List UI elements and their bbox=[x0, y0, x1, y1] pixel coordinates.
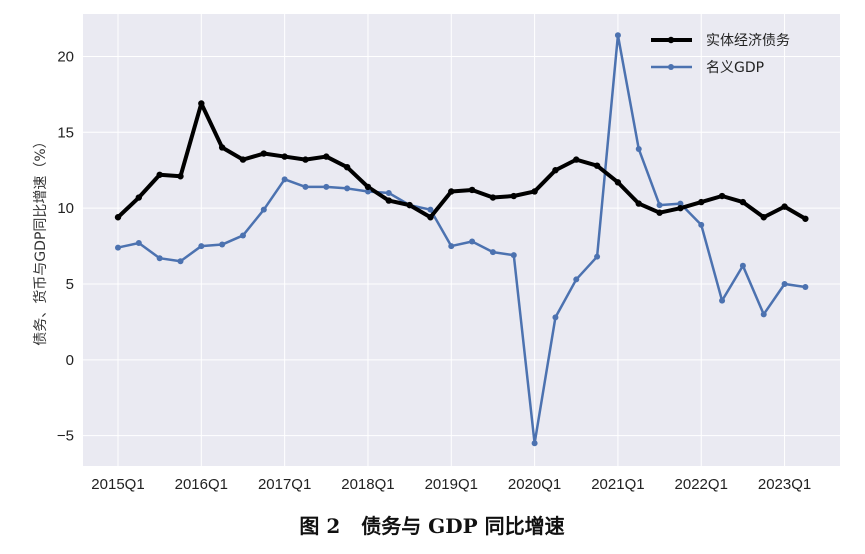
x-tick-label: 2020Q1 bbox=[508, 476, 561, 493]
data-point-debt bbox=[531, 188, 538, 195]
data-point-debt bbox=[489, 194, 497, 201]
data-point-debt bbox=[635, 200, 642, 207]
y-tick-label: 10 bbox=[57, 200, 74, 217]
data-point-debt bbox=[323, 153, 330, 160]
data-point-debt bbox=[156, 171, 163, 178]
data-point-debt bbox=[406, 201, 413, 209]
data-point-gdp bbox=[614, 32, 621, 39]
data-point-debt bbox=[198, 100, 205, 107]
data-point-gdp bbox=[573, 276, 580, 283]
data-point-gdp bbox=[364, 188, 371, 195]
data-point-debt bbox=[260, 150, 268, 157]
y-tick-label: 5 bbox=[66, 276, 74, 293]
x-tick-label: 2015Q1 bbox=[91, 476, 144, 493]
y-tick-label: 0 bbox=[66, 352, 74, 369]
legend-marker-debt bbox=[667, 36, 675, 44]
legend-marker-gdp bbox=[668, 64, 674, 70]
data-point-gdp bbox=[594, 253, 601, 260]
data-point-debt bbox=[593, 162, 601, 169]
series-points bbox=[114, 32, 809, 447]
y-axis: −5 0 5 10 15 20 bbox=[57, 48, 74, 444]
data-point-gdp bbox=[469, 238, 476, 245]
data-point-debt bbox=[468, 186, 476, 194]
data-point-debt bbox=[427, 214, 434, 221]
data-point-debt bbox=[448, 188, 455, 195]
x-tick-label: 2022Q1 bbox=[675, 476, 728, 493]
x-axis: 2015Q1 2016Q1 2017Q1 2018Q1 2019Q1 2020Q1 2021… bbox=[91, 476, 811, 493]
data-point-debt bbox=[364, 183, 372, 191]
data-point-gdp bbox=[323, 183, 330, 190]
legend-label-gdp: 名义GDP bbox=[706, 60, 764, 76]
data-point-gdp bbox=[677, 200, 684, 207]
data-point-gdp bbox=[781, 280, 788, 287]
data-point-debt bbox=[218, 144, 226, 151]
data-point-debt bbox=[781, 203, 788, 210]
data-point-debt bbox=[385, 197, 392, 204]
plot-area bbox=[83, 14, 840, 466]
data-point-gdp bbox=[177, 258, 184, 265]
data-point-gdp bbox=[531, 440, 538, 447]
data-point-debt bbox=[698, 198, 705, 206]
data-point-debt bbox=[718, 192, 726, 200]
y-axis-title: 债务、货币与GDP同比增速（%） bbox=[32, 134, 49, 345]
data-point-gdp bbox=[302, 183, 309, 190]
figure-caption: 图 2 债务与 GDP 同比增速 bbox=[299, 514, 564, 538]
data-point-gdp bbox=[135, 240, 142, 247]
data-point-debt bbox=[114, 214, 122, 221]
data-point-gdp bbox=[448, 243, 455, 250]
data-point-debt bbox=[760, 214, 767, 221]
x-tick-label: 2018Q1 bbox=[341, 476, 394, 493]
data-point-debt bbox=[281, 153, 288, 160]
y-tick-label: 20 bbox=[57, 48, 74, 65]
data-point-debt bbox=[739, 198, 747, 206]
x-tick-label: 2021Q1 bbox=[591, 476, 644, 493]
data-point-gdp bbox=[719, 297, 726, 304]
x-tick-label: 2023Q1 bbox=[758, 476, 811, 493]
data-point-gdp bbox=[489, 249, 496, 256]
y-tick-label: −5 bbox=[57, 428, 74, 445]
data-point-debt bbox=[614, 179, 622, 186]
y-tick-label: 15 bbox=[57, 124, 74, 141]
data-point-gdp bbox=[760, 311, 767, 318]
data-point-gdp bbox=[198, 243, 205, 250]
data-point-gdp bbox=[156, 255, 163, 262]
x-tick-label: 2016Q1 bbox=[175, 476, 228, 493]
data-point-debt bbox=[135, 194, 143, 201]
data-point-gdp bbox=[115, 244, 121, 251]
x-tick-label: 2019Q1 bbox=[425, 476, 478, 493]
data-point-debt bbox=[510, 192, 517, 200]
data-point-debt bbox=[177, 173, 184, 180]
data-point-debt bbox=[573, 156, 580, 163]
legend-label-debt: 实体经济债务 bbox=[706, 33, 790, 49]
data-point-debt bbox=[552, 167, 559, 174]
data-point-gdp bbox=[219, 241, 226, 248]
data-point-gdp bbox=[385, 189, 392, 196]
legend: 实体经济债务 名义GDP bbox=[651, 33, 790, 76]
data-point-gdp bbox=[239, 232, 246, 239]
data-point-debt bbox=[656, 209, 663, 216]
grid bbox=[83, 14, 840, 466]
data-point-gdp bbox=[281, 176, 288, 183]
data-point-debt bbox=[802, 215, 809, 222]
x-tick-label: 2017Q1 bbox=[258, 476, 311, 493]
data-point-gdp bbox=[698, 221, 705, 228]
data-point-gdp bbox=[802, 284, 809, 291]
data-point-gdp bbox=[427, 206, 434, 213]
data-point-debt bbox=[239, 156, 247, 163]
series-line-gdp bbox=[117, 33, 806, 445]
data-point-gdp bbox=[552, 314, 559, 321]
series-line-debt bbox=[116, 101, 807, 221]
data-point-debt bbox=[302, 156, 309, 163]
data-point-gdp bbox=[260, 206, 267, 213]
series-lines bbox=[116, 33, 807, 445]
data-point-gdp bbox=[739, 262, 746, 269]
data-point-debt bbox=[677, 204, 684, 212]
data-point-gdp bbox=[344, 185, 351, 192]
data-point-debt bbox=[343, 163, 351, 171]
data-point-gdp bbox=[635, 145, 642, 152]
data-point-gdp bbox=[510, 252, 517, 259]
data-point-gdp bbox=[656, 202, 663, 209]
